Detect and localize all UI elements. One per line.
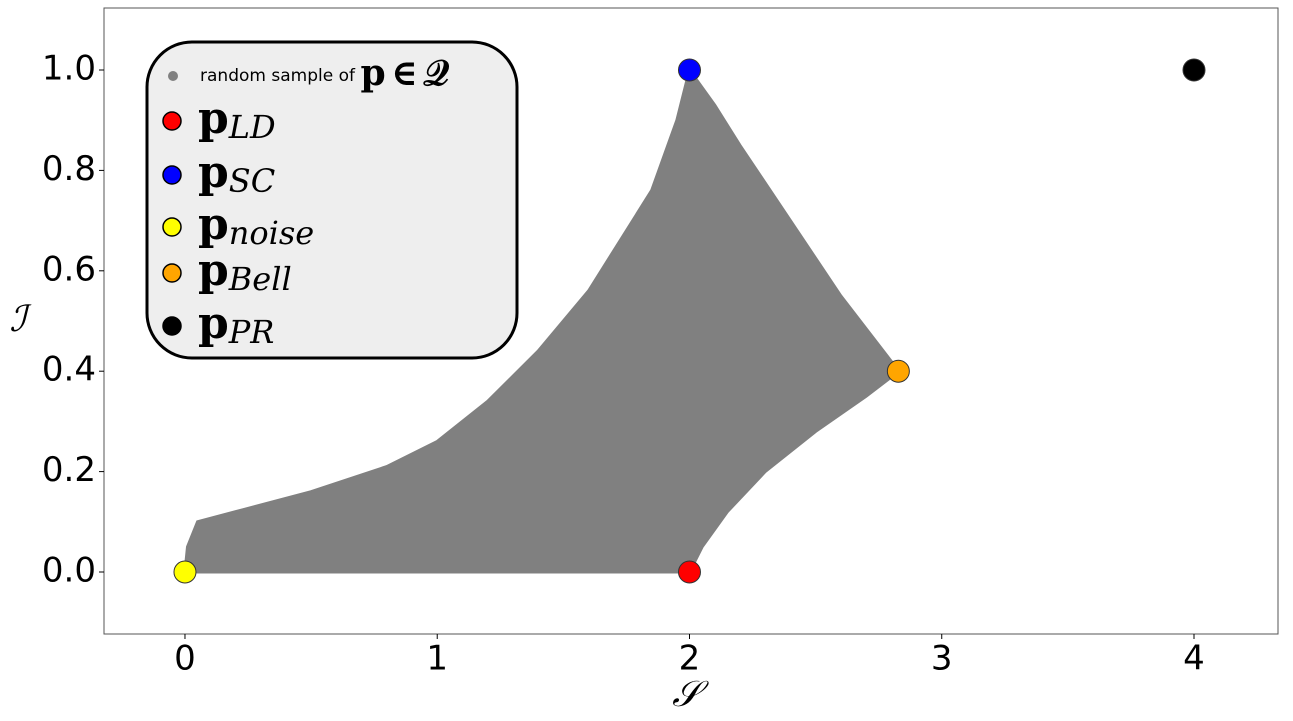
y-tick-label: 1.0 (42, 48, 96, 88)
point (677, 58, 701, 82)
point (173, 560, 197, 584)
legend-marker (162, 217, 182, 237)
point (1182, 58, 1206, 82)
y-tick-label: 0.8 (42, 149, 96, 189)
legend-marker (168, 71, 178, 81)
x-tick-label: 1 (426, 639, 448, 679)
x-tick-label: 2 (679, 639, 701, 679)
y-tick-label: 0.0 (42, 551, 96, 591)
x-tick-label: 0 (174, 639, 196, 679)
legend-box (145, 40, 519, 360)
legend-marker (162, 263, 182, 283)
legend-label: random sample of 𝐩 ∈ 𝒬 (200, 52, 449, 94)
x-tick-label: 3 (931, 639, 953, 679)
legend-label: 𝐩Bell (198, 245, 292, 298)
legend-label: 𝐩noise (198, 199, 314, 252)
legend-marker (162, 111, 182, 131)
y-tick-label: 0.4 (42, 350, 96, 390)
legend-label: 𝐩PR (198, 298, 274, 351)
y-axis-label: ℐ (10, 299, 33, 340)
x-tick-label: 4 (1183, 639, 1205, 679)
legend-label: 𝐩LD (198, 93, 276, 146)
point (886, 359, 910, 383)
y-tick-label: 0.2 (42, 450, 96, 490)
y-tick-label: 0.6 (42, 249, 96, 289)
legend-marker (162, 316, 182, 336)
point (677, 560, 701, 584)
x-axis-label: 𝒮 (672, 674, 709, 715)
legend-marker (162, 165, 182, 185)
legend-label: 𝐩SC (198, 147, 275, 200)
sample-region (183, 66, 901, 574)
